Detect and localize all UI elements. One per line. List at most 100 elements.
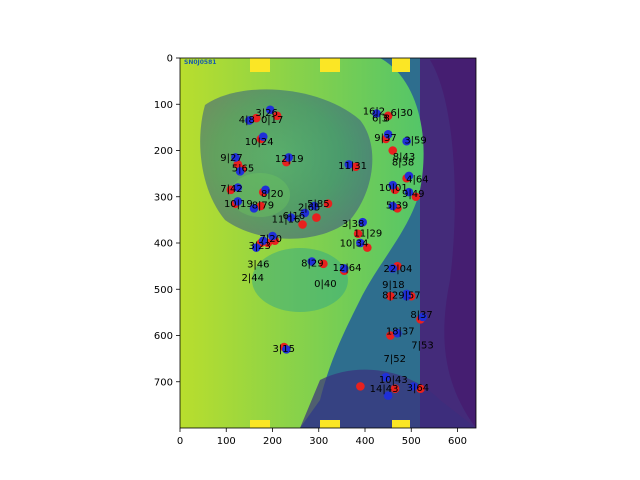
landmark-label: 7|52 (384, 354, 406, 365)
xray-background-image: SN0J0581 (180, 58, 476, 428)
blue-landmark-point (383, 130, 393, 139)
landmark-label: 9|18 (382, 280, 404, 291)
landmark-label: 9|37 (374, 133, 396, 144)
landmark-label: 4|64 (406, 175, 428, 186)
landmark-label: 10|34 (340, 239, 369, 250)
landmark-label: 3|23 (248, 241, 270, 252)
landmark-label: 18|37 (386, 326, 415, 337)
landmark-label: 8|37 (410, 310, 432, 321)
red-landmark-point (363, 243, 372, 252)
red-landmark-point (411, 192, 421, 202)
landmark-label: 6|30 (390, 108, 412, 119)
blue-landmark-point (402, 136, 411, 146)
red-landmark-point (351, 162, 361, 171)
landmark-label: 3|15 (273, 344, 295, 355)
landmark-label: 8|29|57 (382, 290, 421, 301)
blue-landmark-point (261, 185, 270, 195)
y-tick-label: 100 (154, 100, 173, 111)
blue-landmark-point (409, 382, 418, 391)
blue-landmark-point (265, 105, 275, 115)
landmark-label: 9|27 (220, 153, 242, 164)
blue-landmark-point (402, 291, 411, 301)
y-tick-label: 400 (154, 239, 173, 250)
landmark-label: 6|3 (372, 114, 388, 125)
blue-landmark-point (286, 213, 296, 222)
blue-landmark-point (381, 372, 391, 382)
image-stamp: SN0J0581 (184, 59, 216, 66)
blue-landmark-point (268, 231, 277, 241)
x-tick-label: 200 (263, 436, 282, 447)
landmark-label: 8|29 (301, 258, 323, 269)
blue-landmark-point (252, 243, 261, 252)
blue-landmark-point (404, 187, 414, 197)
blue-landmark-point (418, 312, 428, 322)
blue-landmark-point (358, 217, 367, 227)
landmark-label: 5|65 (232, 164, 254, 175)
red-landmark-point (388, 146, 398, 155)
y-tick-label: 200 (154, 146, 173, 157)
blue-landmark-point (282, 345, 291, 354)
landmark-label: 10|43 (379, 375, 408, 386)
red-landmark-point (356, 382, 365, 391)
red-landmark-point (298, 220, 307, 229)
landmark-label: 7|20 (260, 234, 282, 245)
red-landmark-point (272, 111, 282, 121)
red-landmark-point (386, 331, 395, 340)
landmark-label: 3|38 (342, 219, 364, 230)
blue-landmark-point (258, 236, 268, 245)
landmark-label: 8 (384, 114, 390, 125)
blue-landmark-point (233, 197, 243, 206)
red-landmark-point (252, 113, 261, 123)
blue-landmark-point (309, 201, 319, 211)
y-tick-label: 300 (154, 192, 173, 203)
blue-landmark-point (372, 109, 381, 118)
blue-landmark-point (233, 183, 243, 192)
blue-landmark-point (388, 264, 398, 273)
landmark-label: 8|43 (393, 152, 415, 163)
blue-landmark-point (383, 391, 393, 400)
red-landmark-point (312, 213, 321, 222)
x-tick-label: 100 (217, 436, 236, 447)
landmark-label: 10|01 (379, 183, 408, 194)
blue-landmark-point (245, 116, 254, 125)
red-landmark-point (319, 259, 328, 269)
blue-landmark-point (388, 201, 398, 211)
landmark-label: 10|19 (224, 199, 253, 210)
y-tick-label: 600 (154, 331, 173, 342)
landmark-label: 12|19 (275, 154, 304, 165)
blue-landmark-point (404, 171, 414, 181)
landmark-label: 6|16 (283, 211, 305, 222)
red-landmark-point (383, 111, 393, 121)
blue-landmark-point (344, 160, 354, 169)
landmark-label: 5|39 (386, 201, 408, 212)
blue-landmark-point (356, 238, 365, 248)
landmark-label: 2|65 (298, 202, 320, 213)
y-tick-label: 0 (167, 54, 173, 65)
y-tick-label: 700 (154, 377, 173, 388)
blue-landmark-point (300, 208, 310, 218)
blue-landmark-point (258, 132, 268, 141)
y-tick-label: 500 (154, 285, 173, 296)
red-landmark-point (323, 199, 333, 208)
landmark-label: 3|64 (407, 383, 429, 394)
landmark-label: 3|46 (247, 259, 269, 270)
landmark-label: 5|85 (307, 199, 329, 210)
x-axis: 0 100 200 300 400 500 600 (177, 428, 467, 447)
red-landmark-point (226, 185, 236, 195)
landmark-label: 0|17 (261, 115, 283, 126)
landmark-label: 11|16 (272, 214, 301, 225)
blue-landmark-point (307, 257, 317, 266)
red-landmark-point (256, 201, 266, 211)
landmark-label: 3|26 (255, 108, 277, 119)
red-landmark-point (390, 384, 400, 393)
blue-landmark-point (284, 153, 293, 162)
landmark-label: 16|2 (363, 107, 385, 118)
x-tick-label: 500 (402, 436, 421, 447)
landmark-label: 11|31 (338, 161, 367, 172)
x-tick-label: 0 (177, 436, 183, 447)
red-landmark-point (416, 384, 425, 393)
landmark-label: 8|79 (252, 201, 274, 212)
y-axis: 0 100 200 300 400 500 600 700 (154, 54, 180, 388)
landmark-label: 9|49 (402, 189, 424, 200)
